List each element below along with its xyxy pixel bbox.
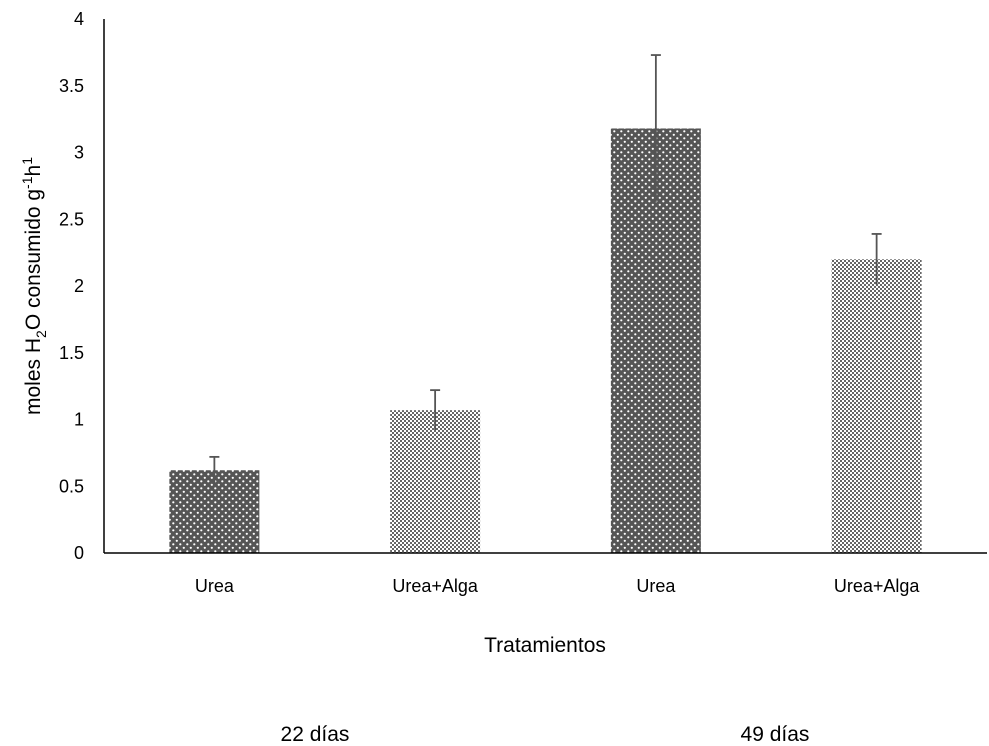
axes xyxy=(103,19,987,554)
category-label: Urea+Alga xyxy=(392,576,479,596)
y-tick-label: 3.5 xyxy=(59,76,84,96)
group-label-49-dias: 49 días xyxy=(741,723,810,746)
y-tick-label: 1 xyxy=(74,410,84,430)
y-tick-label: 0.5 xyxy=(59,476,84,496)
x-axis-title: Tratamientos xyxy=(484,634,606,657)
y-tick-label: 2 xyxy=(74,276,84,296)
y-tick-label: 4 xyxy=(74,9,84,29)
category-labels: Urea Urea+Alga Urea Urea+Alga xyxy=(195,576,921,596)
y-axis-ticks: 0 0.5 1 1.5 2 2.5 3 3.5 4 xyxy=(59,9,84,563)
y-axis-title: moles H2O consumido g-1h1 xyxy=(19,157,49,415)
bar xyxy=(831,259,922,553)
y-tick-label: 2.5 xyxy=(59,209,84,229)
bar xyxy=(169,470,260,553)
y-tick-label: 0 xyxy=(74,543,84,563)
category-label: Urea+Alga xyxy=(834,576,921,596)
category-label: Urea xyxy=(195,576,235,596)
bar xyxy=(390,410,481,553)
y-tick-label: 3 xyxy=(74,143,84,163)
error-bars xyxy=(209,54,882,484)
bars xyxy=(169,128,922,553)
y-tick-label: 1.5 xyxy=(59,343,84,363)
group-label-22-dias: 22 días xyxy=(281,723,350,746)
category-label: Urea xyxy=(636,576,676,596)
